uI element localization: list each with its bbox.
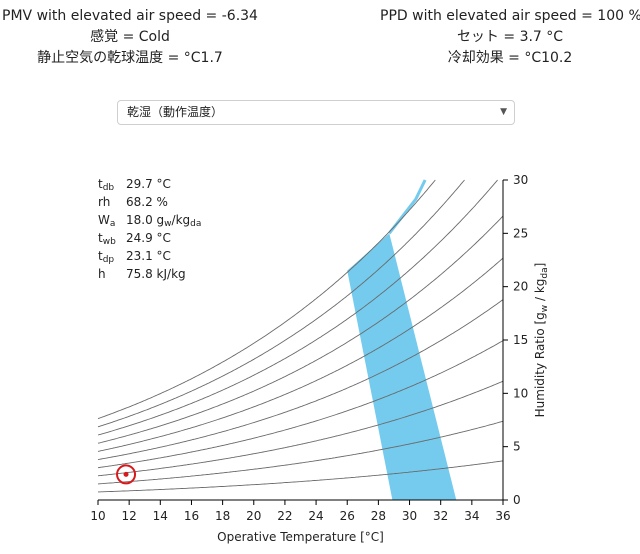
readout-symbol: h <box>98 267 106 281</box>
readout-value: 18.0 gw/kgda <box>126 213 201 229</box>
rh-curve-80 <box>97 179 498 436</box>
x-tick-label: 34 <box>464 509 479 523</box>
readout-symbol: tdb <box>98 177 114 193</box>
header-left: PMV with elevated air speed = -6.34 感覚 =… <box>0 6 260 69</box>
x-tick-label: 18 <box>215 509 230 523</box>
chart-type-selected: 乾湿（動作温度） <box>127 105 224 119</box>
chevron-down-icon: ▼ <box>500 107 507 117</box>
readout-symbol-subscript: db <box>103 183 115 193</box>
ppd-readout: PPD with elevated air speed = 100 % <box>380 8 640 24</box>
y-tick-label: 30 <box>513 173 528 187</box>
readout-unit: /kg <box>172 213 191 227</box>
header-right: PPD with elevated air speed = 100 % セット … <box>380 6 640 69</box>
readout-symbol: rh <box>98 195 110 209</box>
x-tick-label: 32 <box>433 509 448 523</box>
x-tick-label: 26 <box>340 509 355 523</box>
rh-curve-50 <box>97 299 504 461</box>
current-point-ring <box>116 464 137 485</box>
y-tick-label: 15 <box>513 333 528 347</box>
readout-symbol-subscript: wb <box>103 237 116 247</box>
rh-curve-100 <box>97 179 436 420</box>
x-tick-label: 28 <box>371 509 386 523</box>
y-tick-label: 20 <box>513 280 528 294</box>
readout-symbol: twb <box>98 231 116 247</box>
x-tick-label: 30 <box>402 509 417 523</box>
readout-symbol-subscript: a <box>110 219 116 229</box>
readout-value: 23.1 °C <box>126 249 171 263</box>
readout-unit-subscript: da <box>190 219 201 229</box>
pmv-readout: PMV with elevated air speed = -6.34 <box>2 8 258 24</box>
readout-unit-subscript: w <box>164 219 171 229</box>
x-tick-label: 14 <box>153 509 168 523</box>
readout-symbol: tdp <box>98 249 114 265</box>
rh-curve-70 <box>97 215 504 444</box>
y-axis-title-part: / kg <box>533 279 547 305</box>
readout-symbol: Wa <box>98 213 115 229</box>
x-tick-label: 10 <box>90 509 105 523</box>
y-axis-title-subscript: da <box>540 267 550 278</box>
y-tick-label: 0 <box>513 493 521 507</box>
rh-curve-10 <box>98 460 504 493</box>
sensation-readout: 感覚 = Cold <box>90 29 170 45</box>
rh-curve-90 <box>97 179 465 428</box>
comfort-zone <box>347 233 457 501</box>
readout-value: 68.2 % <box>126 195 168 209</box>
rh-curve-60 <box>97 257 504 452</box>
chart-type-select[interactable]: 乾湿（動作温度） ▼ <box>117 100 515 125</box>
x-tick-label: 20 <box>246 509 261 523</box>
y-axis-title: Humidity Ratio [gw / kgda] <box>533 263 550 418</box>
comfort-zone-edge <box>388 179 427 235</box>
y-tick-label: 25 <box>513 226 528 240</box>
rh-curve-20 <box>97 420 504 485</box>
y-axis-title-part: Humidity Ratio [g <box>533 312 547 417</box>
rh-curve-30 <box>97 380 504 477</box>
y-axis-title-part: ] <box>533 263 547 268</box>
set-readout: セット = 3.7 °C <box>456 29 564 45</box>
x-tick-label: 24 <box>308 509 323 523</box>
readout-value: 24.9 °C <box>126 231 171 245</box>
readout-symbol-subscript: dp <box>103 255 115 265</box>
x-tick-label: 22 <box>277 509 292 523</box>
cooling-effect-readout: 冷却効果 = °C10.2 <box>447 50 573 66</box>
y-axis-title-subscript: w <box>540 305 550 312</box>
x-tick-label: 36 <box>495 509 510 523</box>
y-tick-label: 10 <box>513 386 528 400</box>
still-air-temp-readout: 静止空気の乾球温度 = °C1.7 <box>37 50 223 66</box>
y-tick-label: 5 <box>513 440 521 454</box>
x-tick-label: 12 <box>122 509 137 523</box>
readout-value: 75.8 kJ/kg <box>126 267 186 281</box>
readout-value: 29.7 °C <box>126 177 171 191</box>
rh-curve-40 <box>97 340 504 469</box>
current-point <box>123 471 129 477</box>
x-tick-label: 16 <box>184 509 199 523</box>
x-axis-title: Operative Temperature [°C] <box>217 530 384 544</box>
